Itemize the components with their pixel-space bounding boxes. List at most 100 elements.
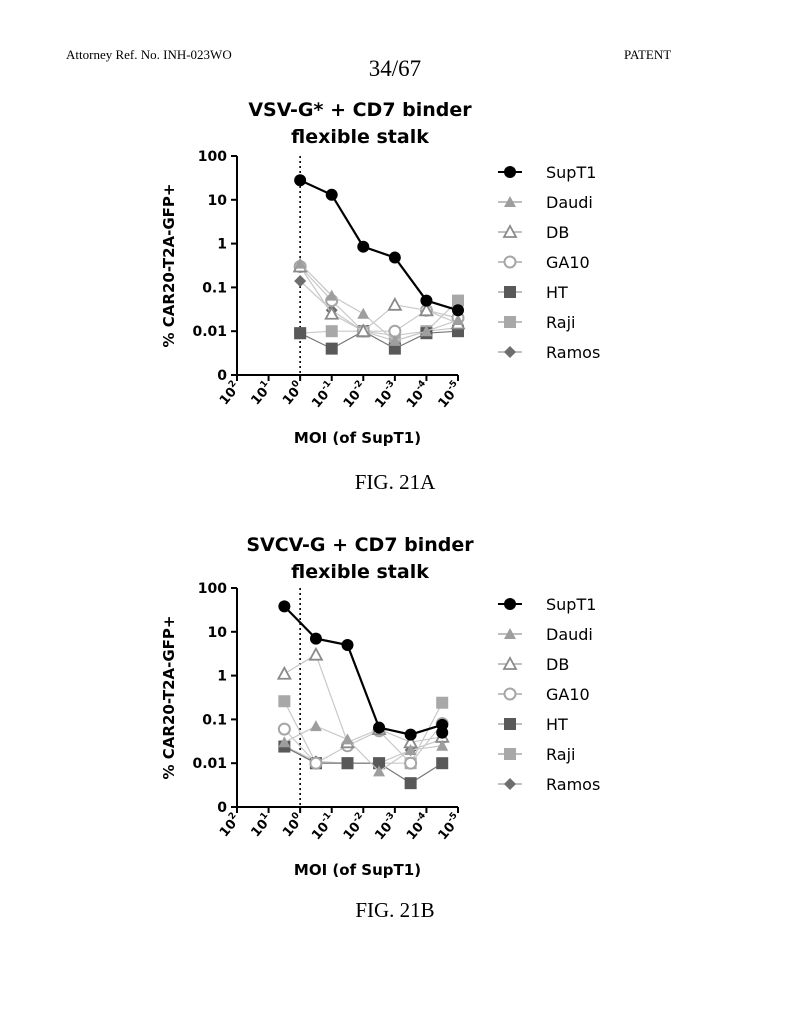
chart-b-point-ga10: [309, 756, 323, 770]
chart-b-y-tick-label: 0: [217, 800, 227, 816]
chart-b-line-daudi: [284, 725, 443, 773]
chart-a-series-raji: [294, 294, 464, 347]
chart-a-x-axis-label: MOI (of SupT1): [294, 429, 421, 447]
chart-a-legend-marker-ht: [504, 286, 516, 298]
chart-a-point-raji: [452, 294, 464, 307]
chart-a-point-db: [418, 302, 434, 317]
chart-a-legend-label: GA10: [546, 253, 590, 272]
chart-a-line-daudi: [299, 263, 459, 342]
chart-a-legend-item-ga10: GA10: [498, 253, 590, 272]
chart-a-x-tick-label: 10-4: [402, 379, 433, 411]
chart-a-legend-item-raji: Raji: [498, 313, 575, 332]
chart-a-x-tick-label: 101: [247, 379, 276, 409]
chart-a-point-db: [324, 305, 340, 320]
chart-b-x-tick-label: 10-5: [434, 811, 465, 843]
chart-b-title-line-2: flexible stalk: [291, 561, 429, 583]
chart-b-point-supt1: [309, 632, 322, 645]
chart-b-legend-marker-ramos: [504, 778, 516, 790]
chart-b-legend-item-ht: HT: [498, 715, 568, 734]
chart-b-legend-item-db: DB: [498, 655, 569, 674]
chart-a-series-supt1: [294, 174, 464, 317]
chart-a-legend-item-db: DB: [498, 223, 569, 242]
chart-a-x-tick-label: 10-3: [371, 379, 402, 411]
chart-b-point-supt1: [373, 721, 386, 734]
chart-b-point-ga10: [404, 756, 418, 770]
chart-b-point-daudi: [278, 736, 291, 748]
chart-a-point-ht: [325, 342, 338, 355]
chart-a-legend-marker-raji: [504, 316, 516, 328]
chart-b-point-supt1: [341, 638, 354, 651]
chart-a-point-supt1: [325, 188, 338, 201]
chart-a-legend-item-supt1: SupT1: [498, 163, 596, 182]
chart-b-point-db: [276, 665, 292, 680]
chart-b-line-ht: [284, 746, 443, 784]
chart-b-point-daudi: [373, 765, 386, 777]
chart-a-y-tick-label: 100: [198, 149, 227, 165]
chart-b-legend-marker-raji: [504, 748, 516, 760]
chart-b-point-ht: [404, 777, 417, 790]
attorney-reference: Attorney Ref. No. INH-023WO: [66, 47, 232, 62]
chart-b-point-ht: [436, 757, 449, 770]
chart-b-x-axis-label: MOI (of SupT1): [294, 861, 421, 879]
chart-b-legend-marker-ht: [504, 718, 516, 730]
chart-b-y-tick-label: 100: [198, 581, 227, 597]
chart-b-point-daudi: [436, 739, 449, 751]
chart-b-legend-marker-daudi: [504, 628, 516, 639]
chart-b-legend-marker-ga10: [503, 687, 517, 701]
chart-b-y-axis-label: % CAR20-T2A-GFP+: [160, 616, 178, 780]
chart-a-legend-marker-db: [502, 224, 518, 238]
chart-b-legend-label: SupT1: [546, 595, 596, 614]
chart-a-x-tick-label: 10-2: [339, 379, 370, 411]
chart-a-legend-marker-ramos: [504, 346, 516, 358]
chart-a-point-db: [387, 296, 403, 311]
chart-b-legend-marker-supt1: [504, 598, 516, 610]
chart-a-legend: SupT1 Daudi DB GA10 HT Raji Ramos: [498, 163, 600, 362]
patent-label: PATENT: [624, 47, 672, 62]
chart-b-legend-item-raji: Raji: [498, 745, 575, 764]
chart-a-point-daudi: [452, 314, 464, 326]
chart-a-legend-marker-supt1: [504, 166, 516, 178]
page-number: 34/67: [368, 56, 422, 81]
chart-b-series-ga10: [277, 717, 449, 770]
chart-a-y-tick-label: 0: [217, 368, 227, 384]
chart-a-legend-label: DB: [546, 223, 569, 242]
chart-a-point-daudi: [420, 325, 433, 337]
chart-b-point-daudi: [309, 720, 322, 732]
chart-a-line-raji: [300, 300, 459, 342]
chart-a-line-db: [299, 266, 459, 332]
chart-b-legend-label: GA10: [546, 685, 590, 704]
chart-a-y-tick-label: 1: [217, 237, 227, 253]
chart-b-legend-item-daudi: Daudi: [498, 625, 593, 644]
chart-a-series-db: [292, 258, 466, 338]
chart-b-legend-label: Ramos: [546, 775, 600, 794]
chart-b-line-supt1: [283, 605, 444, 736]
chart-b-legend: SupT1 Daudi DB GA10 HT Raji Ramos: [498, 595, 600, 794]
chart-a-y-tick-label: 10: [208, 193, 228, 209]
chart-b-y-tick-label: 0.1: [202, 712, 227, 728]
chart-b-x-tick-label: 10-1: [308, 811, 339, 843]
chart-b-point-daudi: [404, 744, 417, 756]
chart-a-point-supt1: [294, 174, 307, 187]
chart-a-point-supt1: [420, 294, 433, 307]
chart-b-line-ga10: [283, 723, 443, 765]
chart-a-point-supt1: [357, 240, 370, 253]
chart-b-point-raji: [278, 695, 291, 708]
chart-b-y-tick-label: 10: [208, 625, 228, 641]
chart-a-point-daudi: [388, 334, 401, 346]
chart-b-y-tick-label: 0.01: [192, 756, 227, 772]
chart-a-x-tick-label: 100: [279, 379, 308, 409]
chart-b-point-ht: [373, 757, 386, 770]
chart-a-legend-item-daudi: Daudi: [498, 193, 593, 212]
chart-b-point-ga10: [277, 722, 291, 736]
chart-b-y-tick-label: 1: [217, 669, 227, 685]
chart-b-point-daudi: [341, 733, 354, 745]
chart-a-legend-label: Daudi: [546, 193, 593, 212]
chart-a-line-ga10: [299, 266, 459, 332]
chart-b-legend-label: DB: [546, 655, 569, 674]
fig-21b-label: FIG. 21B: [355, 898, 435, 922]
chart-a-legend-item-ht: HT: [498, 283, 568, 302]
chart-b-point-ht: [341, 757, 354, 770]
chart-b-point-supt1: [436, 726, 449, 739]
chart-a-title: VSV-G* + CD7 binder flexible stalk: [180, 97, 540, 151]
chart-a-point-daudi: [294, 257, 307, 269]
